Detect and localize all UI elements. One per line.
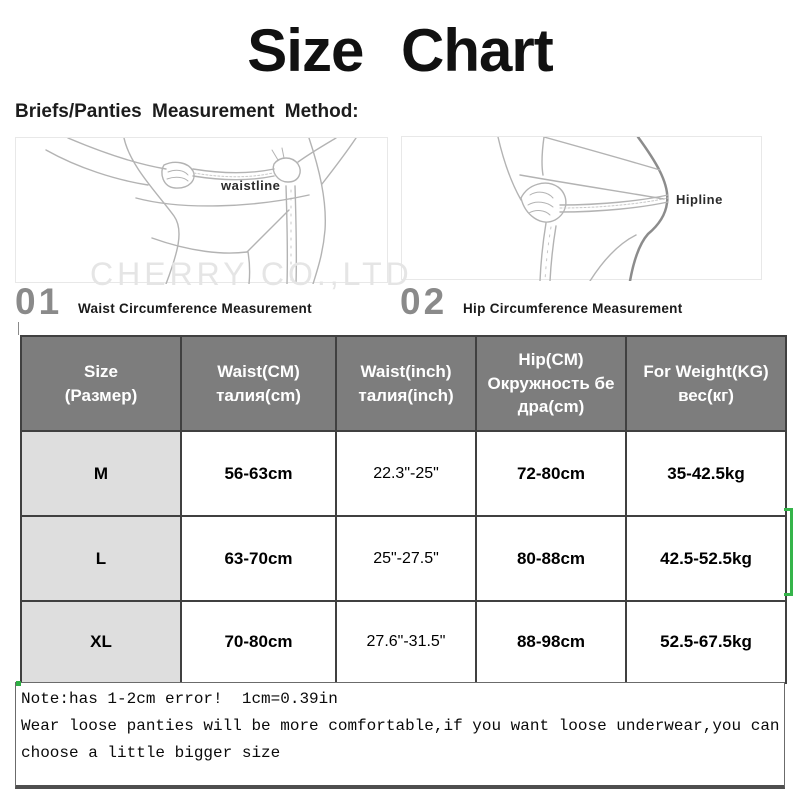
page-title: Size Chart — [247, 17, 553, 84]
cell-hip-cm: 80-88cm — [475, 515, 627, 602]
waist-measurement-illustration: waistline — [15, 137, 388, 284]
cell-hip-cm: 88-98cm — [475, 600, 627, 684]
cell-weight-kg: 52.5-67.5kg — [625, 600, 787, 684]
cell-waist-inch: 22.3"-25" — [335, 430, 477, 517]
header-hip-cm: Hip(CM) Окружность бе дра(cm) — [475, 335, 627, 432]
table-row-m: M 56-63cm 22.3"-25" 72-80cm 35-42.5kg — [20, 430, 787, 517]
cell-waist-inch: 25"-27.5" — [335, 515, 477, 602]
cell-waist-cm: 70-80cm — [180, 600, 337, 684]
header-waist-cm: Waist(CM) талия(cm) — [180, 335, 337, 432]
header-weight-kg: For Weight(KG) вес(кг) — [625, 335, 787, 432]
cell-waist-cm: 63-70cm — [180, 515, 337, 602]
cell-size: XL — [20, 600, 182, 684]
green-corner-tick — [16, 681, 21, 686]
step-1-number: 01 — [15, 281, 63, 322]
hip-measurement-illustration: Hipline — [401, 136, 762, 281]
hip-figure-drawing-icon — [497, 137, 669, 281]
cell-waist-cm: 56-63cm — [180, 430, 337, 517]
header-size: Size (Размер) — [20, 335, 182, 432]
step-2-label: Hip Circumference Measurement — [463, 301, 683, 316]
section-heading: Briefs/Panties Measurement Method: — [15, 101, 359, 122]
note-line-1: Note:has 1-2cm error! 1cm=0.39in — [21, 690, 338, 708]
cell-size: L — [20, 515, 182, 602]
note-line-3: choose a little bigger size — [21, 744, 281, 762]
size-table: Size (Размер) Waist(CM) талия(cm) Waist(… — [20, 335, 787, 684]
cell-hip-cm: 72-80cm — [475, 430, 627, 517]
hipline-label: Hipline — [676, 192, 723, 207]
table-row-l: L 63-70cm 25"-27.5" 80-88cm 42.5-52.5kg — [20, 515, 787, 602]
cell-size: M — [20, 430, 182, 517]
waist-figure-drawing-icon — [45, 138, 357, 284]
cell-waist-inch: 27.6"-31.5" — [335, 600, 477, 684]
note-line-2: Wear loose panties will be more comforta… — [21, 717, 780, 735]
size-table-header-row: Size (Размер) Waist(CM) талия(cm) Waist(… — [20, 335, 787, 432]
step-1-label: Waist Circumference Measurement — [78, 301, 312, 316]
step-2-number: 02 — [400, 281, 448, 322]
note-box: Note:has 1-2cm error! 1cm=0.39in Wear lo… — [15, 682, 785, 789]
waistline-label: waistline — [221, 178, 281, 193]
grid-tick-mark — [18, 322, 19, 335]
cell-weight-kg: 35-42.5kg — [625, 430, 787, 517]
table-row-xl: XL 70-80cm 27.6"-31.5" 88-98cm 52.5-67.5… — [20, 600, 787, 684]
green-selection-bracket — [784, 508, 793, 596]
header-waist-inch: Waist(inch) талия(inch) — [335, 335, 477, 432]
cell-weight-kg: 42.5-52.5kg — [625, 515, 787, 602]
